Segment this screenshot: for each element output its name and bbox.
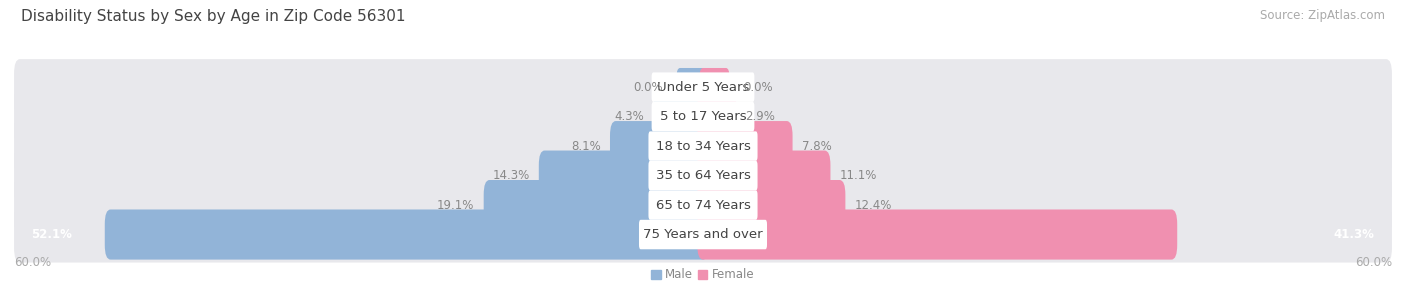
Text: Source: ZipAtlas.com: Source: ZipAtlas.com: [1260, 9, 1385, 22]
Text: 14.3%: 14.3%: [492, 169, 530, 182]
Text: 19.1%: 19.1%: [437, 199, 474, 212]
FancyBboxPatch shape: [697, 150, 831, 201]
Text: 0.0%: 0.0%: [633, 81, 662, 94]
FancyBboxPatch shape: [697, 92, 737, 142]
Text: 35 to 64 Years: 35 to 64 Years: [655, 169, 751, 182]
Text: 75 Years and over: 75 Years and over: [643, 228, 763, 241]
Text: 8.1%: 8.1%: [571, 140, 600, 153]
FancyBboxPatch shape: [648, 131, 758, 161]
Text: 18 to 34 Years: 18 to 34 Years: [655, 140, 751, 153]
Text: Disability Status by Sex by Age in Zip Code 56301: Disability Status by Sex by Age in Zip C…: [21, 9, 405, 24]
FancyBboxPatch shape: [484, 180, 709, 230]
FancyBboxPatch shape: [651, 102, 755, 131]
FancyBboxPatch shape: [700, 68, 730, 106]
FancyBboxPatch shape: [14, 89, 1392, 145]
FancyBboxPatch shape: [697, 180, 845, 230]
Text: 11.1%: 11.1%: [839, 169, 877, 182]
Text: 5 to 17 Years: 5 to 17 Years: [659, 110, 747, 123]
Text: Under 5 Years: Under 5 Years: [657, 81, 749, 94]
Text: 12.4%: 12.4%: [855, 199, 891, 212]
FancyBboxPatch shape: [676, 68, 706, 106]
Text: 4.3%: 4.3%: [614, 110, 644, 123]
FancyBboxPatch shape: [14, 118, 1392, 174]
Text: 7.8%: 7.8%: [801, 140, 831, 153]
Text: 52.1%: 52.1%: [31, 228, 72, 241]
FancyBboxPatch shape: [654, 92, 709, 142]
FancyBboxPatch shape: [538, 150, 709, 201]
Text: 2.9%: 2.9%: [745, 110, 775, 123]
Text: 60.0%: 60.0%: [14, 256, 51, 269]
FancyBboxPatch shape: [14, 147, 1392, 204]
FancyBboxPatch shape: [638, 220, 768, 249]
FancyBboxPatch shape: [697, 209, 1177, 260]
FancyBboxPatch shape: [648, 190, 758, 220]
FancyBboxPatch shape: [14, 177, 1392, 233]
FancyBboxPatch shape: [610, 121, 709, 171]
Text: 41.3%: 41.3%: [1334, 228, 1375, 241]
FancyBboxPatch shape: [648, 161, 758, 190]
FancyBboxPatch shape: [14, 59, 1392, 115]
Text: 60.0%: 60.0%: [1355, 256, 1392, 269]
FancyBboxPatch shape: [697, 121, 793, 171]
FancyBboxPatch shape: [651, 72, 755, 102]
Text: 0.0%: 0.0%: [744, 81, 773, 94]
Text: 65 to 74 Years: 65 to 74 Years: [655, 199, 751, 212]
FancyBboxPatch shape: [105, 209, 709, 260]
FancyBboxPatch shape: [14, 206, 1392, 263]
Legend: Male, Female: Male, Female: [647, 264, 759, 286]
